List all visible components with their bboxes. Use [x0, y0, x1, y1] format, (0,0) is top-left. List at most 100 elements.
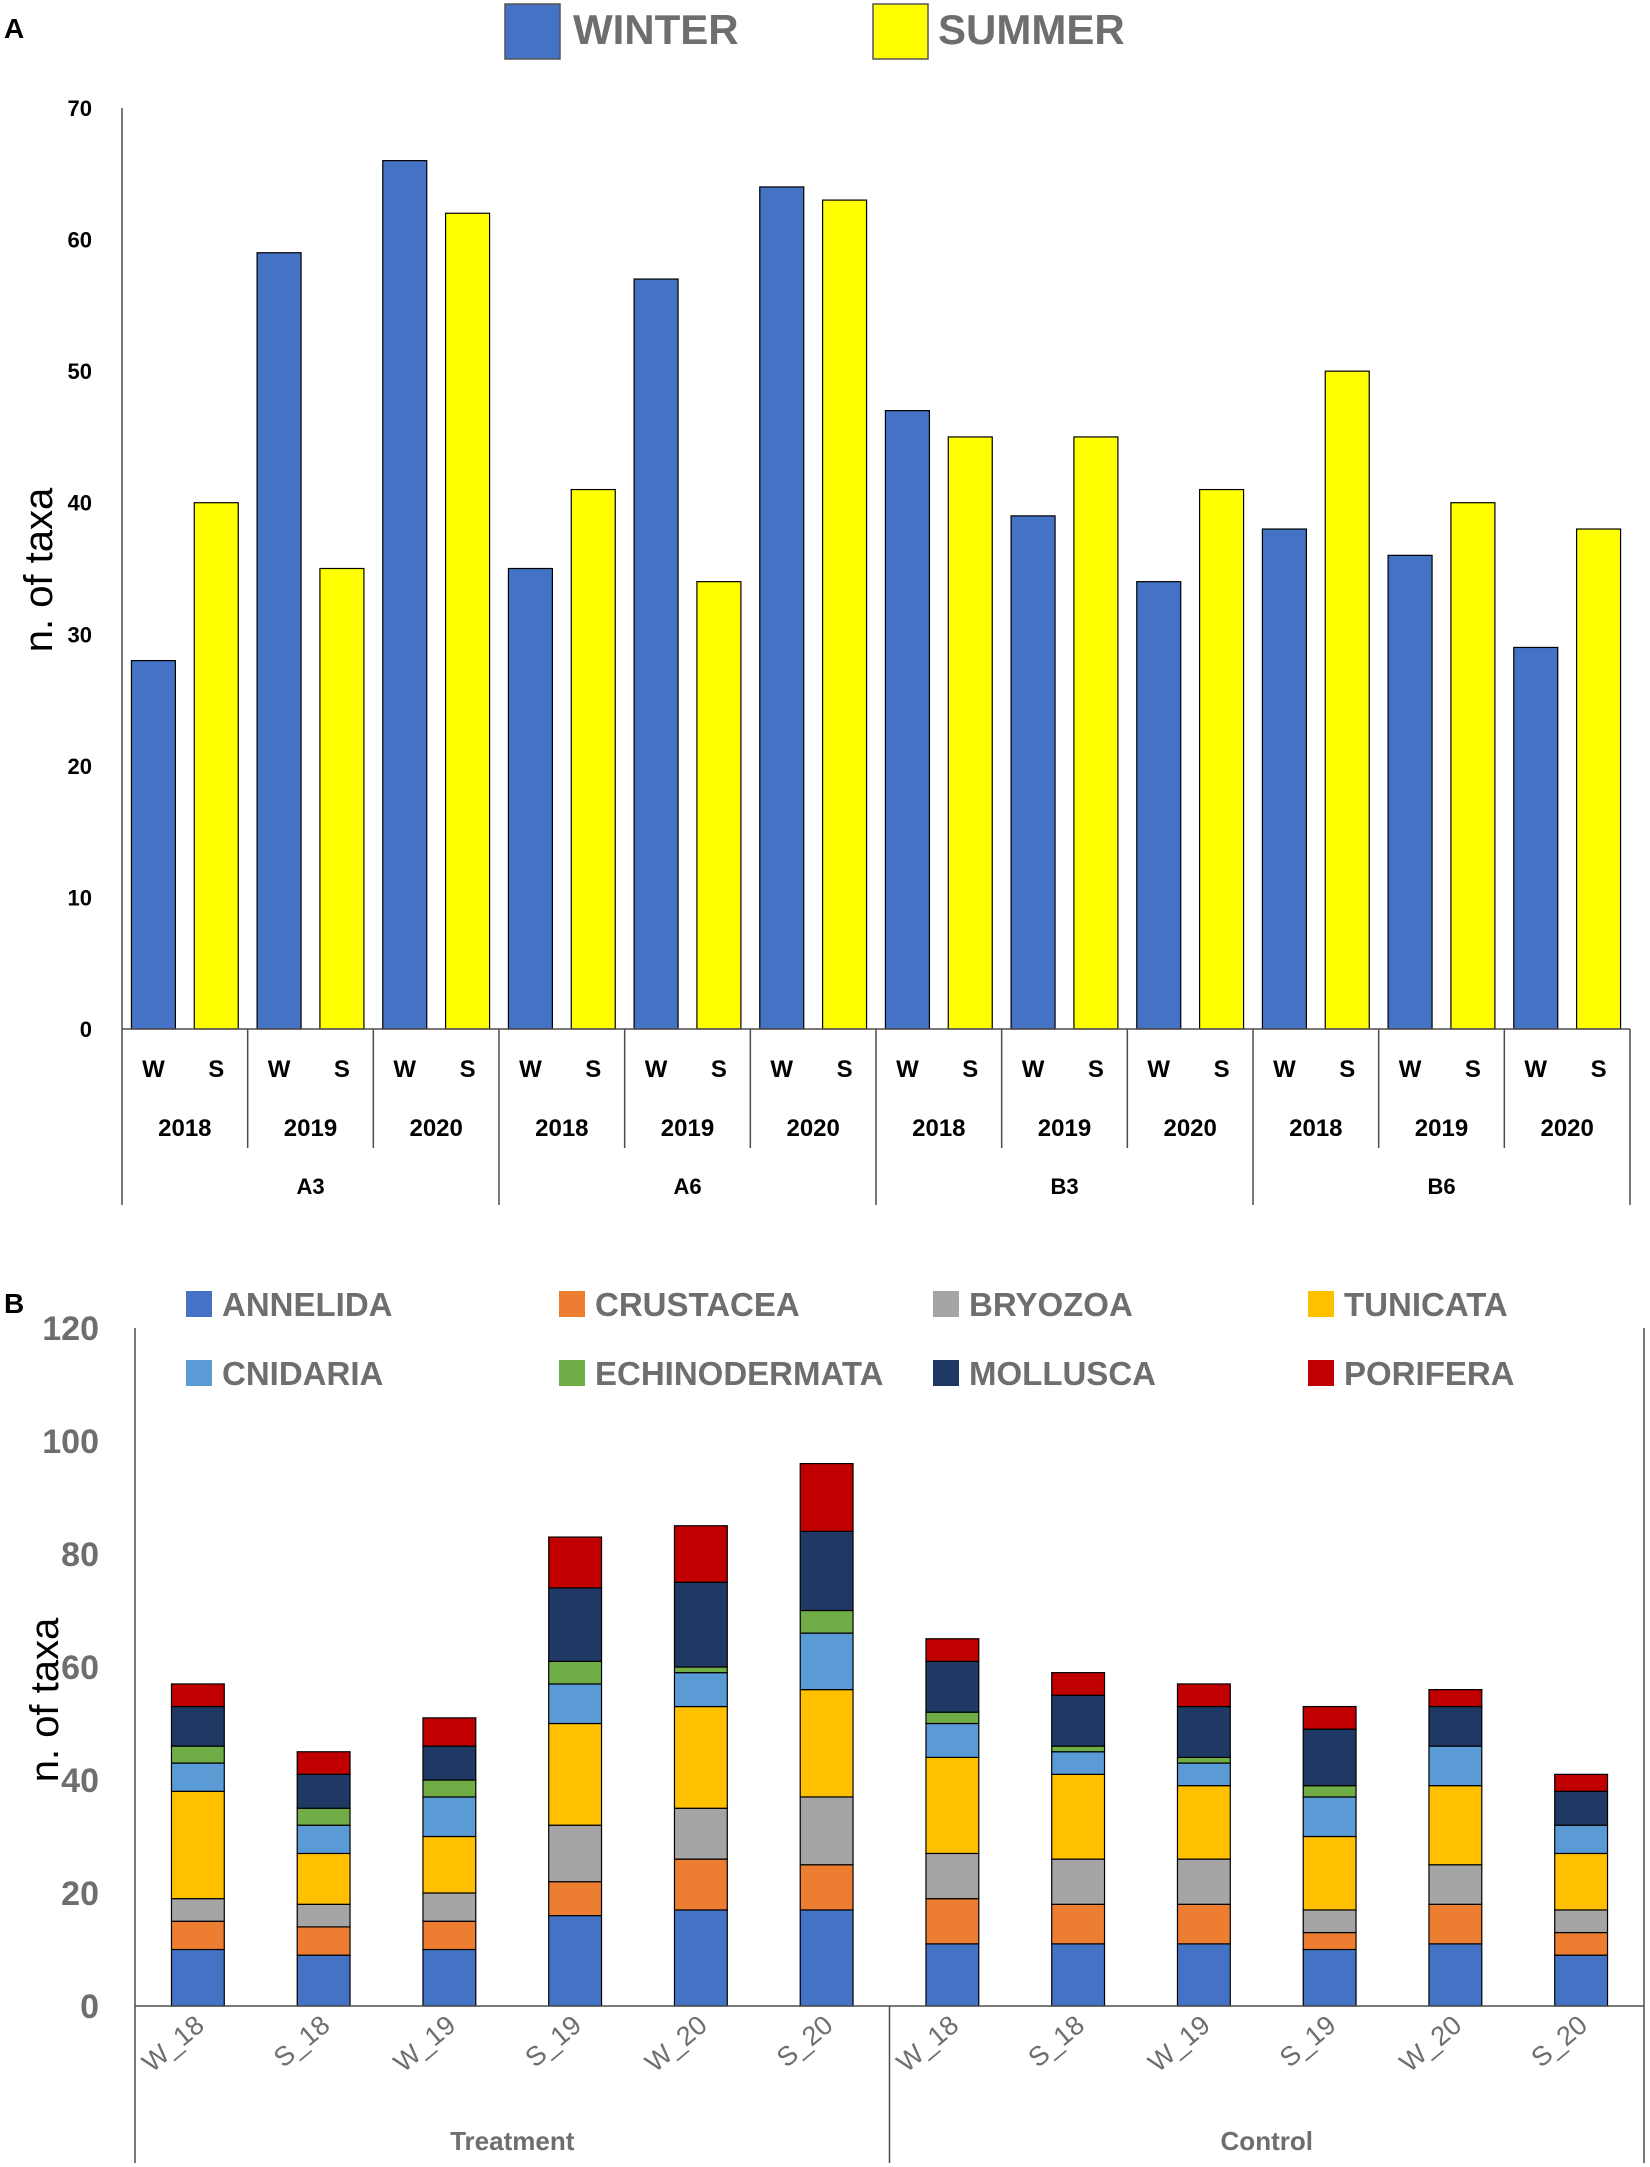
season-label: W: [770, 1056, 793, 1083]
y-tick-label: 120: [42, 1310, 99, 1348]
season-label: W: [896, 1056, 919, 1083]
stack-treatment-w_19-mollusca: [422, 1745, 477, 1781]
stack-treatment-w_20-echinodermata: [673, 1666, 728, 1674]
year-label: 2018: [1289, 1115, 1342, 1142]
stack-control-s_18-porifera: [1051, 1672, 1106, 1696]
legend-swatch-summer: [872, 3, 929, 60]
stack-treatment-s_19-echinodermata: [548, 1660, 603, 1685]
stack-control-s_19-porifera: [1302, 1705, 1357, 1730]
stack-treatment-w_18-crustacea: [170, 1920, 225, 1951]
stack-treatment-w_18-bryozoa: [170, 1898, 225, 1922]
stack-control-w_18-cnidaria: [925, 1722, 980, 1759]
stack-control-w_20-mollusca: [1428, 1705, 1483, 1747]
season-label: W: [1273, 1056, 1296, 1083]
y-tick-label: 10: [68, 885, 92, 910]
stack-control-w_18-mollusca: [925, 1660, 980, 1713]
legend-swatch-porifera: [1308, 1360, 1334, 1386]
x-tick-label: W_19: [388, 2010, 461, 2078]
legend-swatch-winter: [504, 3, 561, 60]
stack-control-w_19-crustacea: [1176, 1903, 1231, 1945]
stack-treatment-s_18-annelida: [296, 1954, 351, 2007]
stack-control-w_19-porifera: [1176, 1683, 1231, 1708]
y-tick-label: 40: [68, 491, 92, 516]
x-tick-label: S_18: [1022, 2010, 1090, 2074]
legend-label-porifera: PORIFERA: [1344, 1355, 1515, 1392]
season-label: S: [460, 1056, 476, 1083]
x-tick-label: S_18: [268, 2010, 336, 2074]
site-label-b3: B3: [1050, 1174, 1078, 1199]
legend-label-mollusca: MOLLUSCA: [969, 1355, 1156, 1392]
stack-treatment-s_18-cnidaria: [296, 1824, 351, 1855]
bar-a3-2018-summer: [193, 502, 239, 1030]
y-tick-label: 50: [68, 359, 92, 384]
stack-treatment-s_18-echinodermata: [296, 1807, 351, 1826]
x-tick-label: S_20: [771, 2010, 839, 2074]
legend-swatch-mollusca: [933, 1360, 959, 1386]
legend-label-bryozoa: BRYOZOA: [969, 1286, 1133, 1323]
y-tick-label: 40: [61, 1762, 99, 1800]
legend-swatch-cnidaria: [186, 1360, 212, 1386]
year-label: 2020: [786, 1115, 839, 1142]
stack-control-w_19-mollusca: [1176, 1705, 1231, 1759]
legend-label-annelida: ANNELIDA: [222, 1286, 393, 1323]
y-tick-label: 0: [80, 1017, 92, 1042]
stack-treatment-s_20-echinodermata: [799, 1609, 854, 1634]
bar-b6-2020-winter: [1513, 646, 1559, 1030]
season-label: S: [837, 1056, 853, 1083]
group-label-control: Control: [1221, 2126, 1313, 2156]
group-label-treatment: Treatment: [450, 2126, 575, 2156]
stack-control-s_18-echinodermata: [1051, 1745, 1106, 1753]
site-label-a6: A6: [673, 1174, 701, 1199]
x-tick-label: S_19: [519, 2010, 587, 2074]
stack-treatment-s_19-bryozoa: [548, 1824, 603, 1883]
bar-b3-2019-winter: [1010, 515, 1056, 1030]
stack-treatment-w_18-echinodermata: [170, 1745, 225, 1764]
stack-control-s_20-bryozoa: [1554, 1909, 1609, 1934]
x-tick-label: W_18: [891, 2010, 964, 2078]
stack-treatment-s_19-crustacea: [548, 1881, 603, 1917]
stack-control-s_18-tunicata: [1051, 1773, 1106, 1860]
stack-treatment-w_20-crustacea: [673, 1858, 728, 1911]
legend-label-echinodermata: ECHINODERMATA: [595, 1355, 883, 1392]
stack-treatment-w_20-porifera: [673, 1525, 728, 1583]
year-label: 2018: [158, 1115, 211, 1142]
stack-control-s_19-bryozoa: [1302, 1909, 1357, 1934]
x-tick-label: W_20: [639, 2010, 712, 2078]
stack-control-w_18-crustacea: [925, 1898, 980, 1945]
stack-control-w_19-echinodermata: [1176, 1756, 1231, 1764]
stack-control-w_20-porifera: [1428, 1688, 1483, 1708]
season-label: S: [208, 1056, 224, 1083]
stack-control-s_19-tunicata: [1302, 1835, 1357, 1911]
season-label: W: [1399, 1056, 1422, 1083]
bar-b3-2018-winter: [884, 410, 931, 1030]
season-label: W: [393, 1056, 416, 1083]
stack-treatment-s_19-porifera: [548, 1536, 603, 1589]
stack-treatment-s_19-tunicata: [548, 1722, 603, 1826]
stack-treatment-s_20-cnidaria: [799, 1632, 854, 1691]
stack-control-s_20-cnidaria: [1554, 1824, 1609, 1855]
season-label: S: [1591, 1056, 1607, 1083]
bar-b3-2020-winter: [1136, 581, 1182, 1030]
bar-a3-2020-summer: [444, 212, 491, 1030]
stack-treatment-s_20-tunicata: [799, 1688, 854, 1798]
y-tick-label: 80: [61, 1536, 99, 1574]
season-label: W: [1147, 1056, 1170, 1083]
stack-control-s_20-porifera: [1554, 1773, 1609, 1792]
legend-label-tunicata: TUNICATA: [1344, 1286, 1508, 1323]
stack-control-s_18-bryozoa: [1051, 1858, 1106, 1905]
stack-control-w_19-bryozoa: [1176, 1858, 1231, 1905]
y-tick-label: 30: [68, 622, 92, 647]
stack-control-w_19-cnidaria: [1176, 1762, 1231, 1787]
panel-b-chart: ANNELIDA CRUSTACEA BRYOZOA TUNICATA CNIDARIA…: [23, 1286, 1645, 2163]
year-label: 2020: [1540, 1115, 1593, 1142]
year-label: 2018: [912, 1115, 965, 1142]
bar-a3-2020-winter: [382, 160, 428, 1030]
year-label: 2019: [1415, 1115, 1468, 1142]
stack-control-s_19-cnidaria: [1302, 1796, 1357, 1838]
year-label: 2020: [1163, 1115, 1216, 1142]
bar-a6-2020-summer: [821, 199, 868, 1030]
bar-a3-2019-winter: [256, 252, 302, 1030]
y-tick-label: 100: [42, 1423, 99, 1461]
stack-treatment-s_18-bryozoa: [296, 1903, 351, 1928]
stack-control-s_19-annelida: [1302, 1948, 1357, 2007]
